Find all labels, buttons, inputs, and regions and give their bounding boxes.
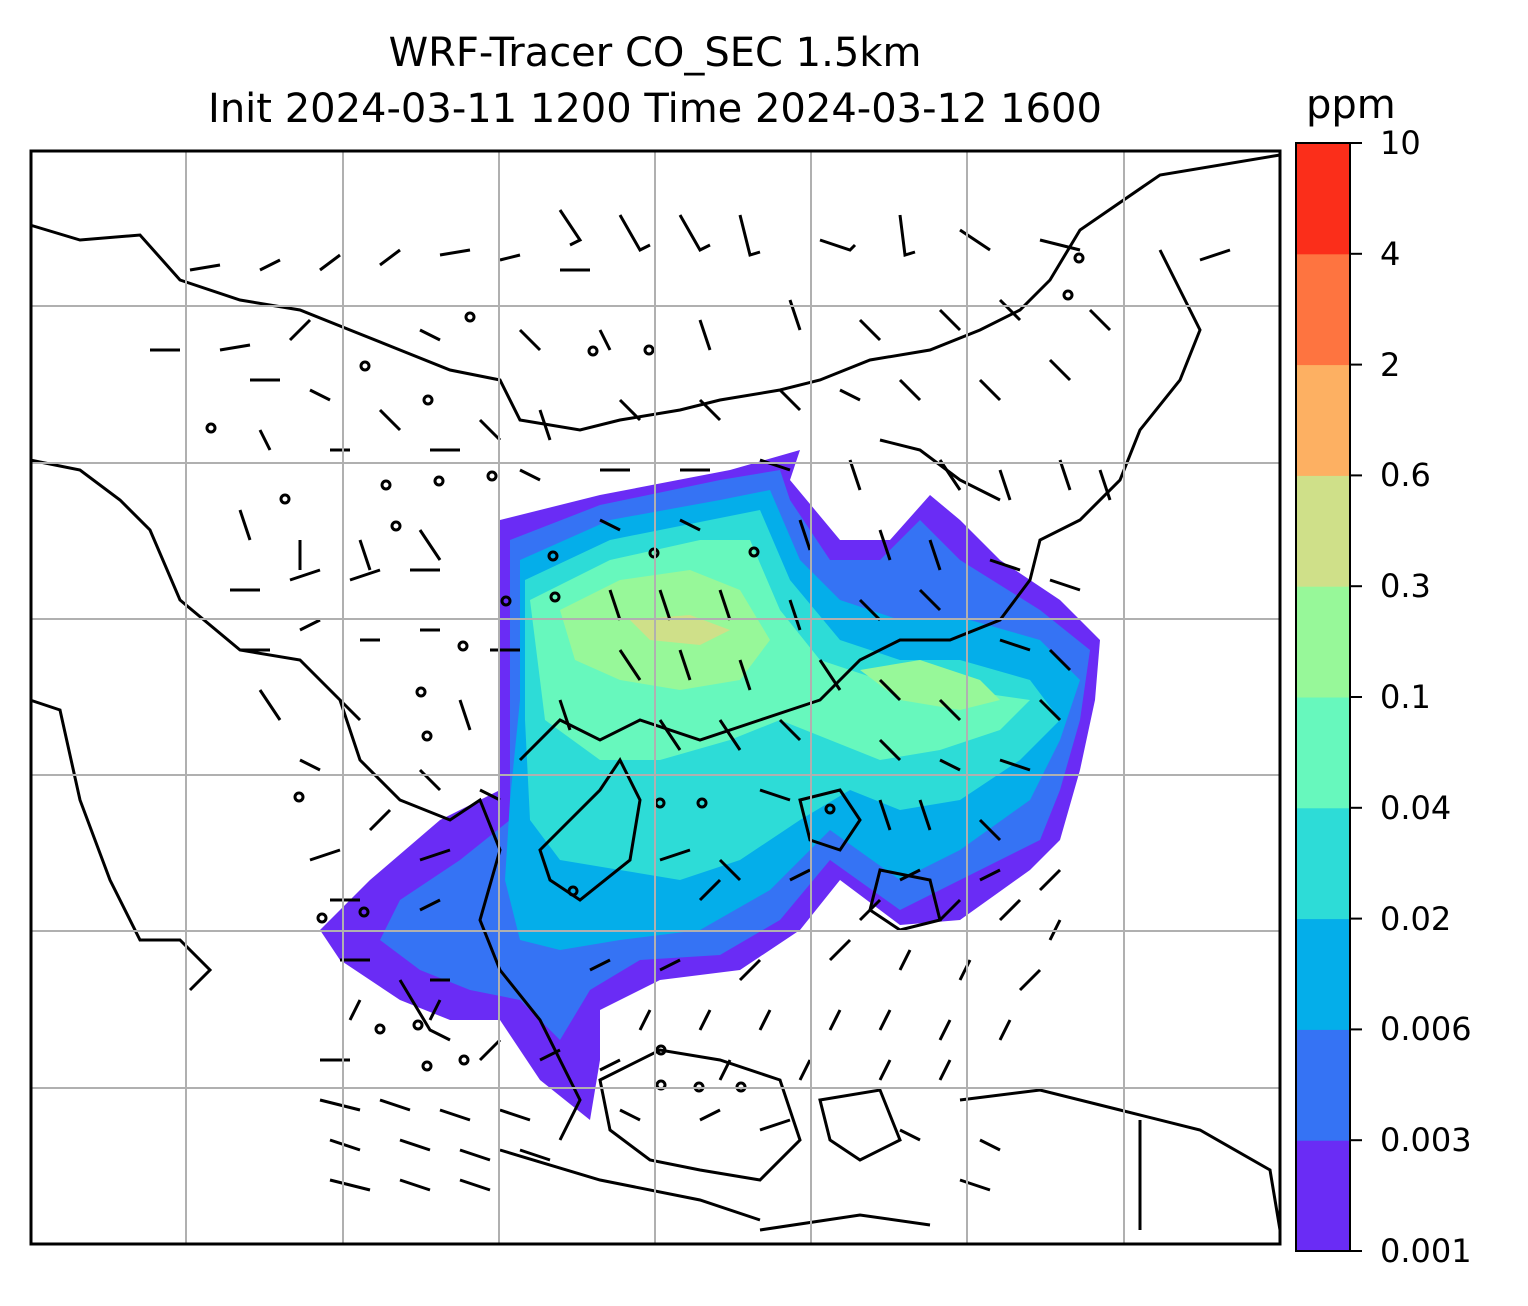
- coastlines: [29, 153, 1282, 1232]
- colorbar-swatch: [1296, 253, 1350, 366]
- colorbar-swatch: [1296, 586, 1350, 698]
- colorbar-tick-label: 0.04: [1380, 788, 1452, 827]
- colorbar-tick-label: 0.3: [1380, 567, 1431, 606]
- colorbar-swatch: [1296, 475, 1350, 587]
- gridlines: [31, 151, 1279, 1244]
- wind-barbs: [150, 209, 1231, 1192]
- colorbar-tick-label: 0.1: [1380, 678, 1431, 716]
- colorbar-swatch: [1296, 1029, 1350, 1141]
- field-7: [860, 660, 1000, 710]
- colorbar-swatch: [1296, 1140, 1350, 1252]
- colorbar-swatch: [1296, 807, 1350, 920]
- plot-title-line1: WRF-Tracer CO_SEC 1.5km: [388, 30, 922, 76]
- colorbar-tick-label: 10: [1380, 124, 1421, 162]
- colorbar-tick-label: 4: [1380, 234, 1401, 273]
- plot-title-line2: Init 2024-03-11 1200 Time 2024-03-12 160…: [208, 86, 1102, 132]
- colorbar-tick-label: 0.003: [1380, 1121, 1472, 1160]
- colorbar-swatch: [1296, 364, 1350, 476]
- colorbar-swatch: [1296, 918, 1350, 1030]
- colorbar-tick-label: 0.006: [1380, 1010, 1472, 1049]
- colorbar-tick-label: 0.02: [1380, 899, 1452, 938]
- map-frame: [29, 149, 1282, 1246]
- colorbar-tick-label: 2: [1380, 345, 1401, 384]
- colorbar-tick-label: 0.6: [1380, 456, 1431, 495]
- colorbar: [1295, 142, 1362, 1252]
- colorbar-unit-label: ppm: [1306, 82, 1396, 128]
- colorbar-swatch: [1296, 697, 1350, 809]
- colorbar-tick-label: 0.001: [1380, 1232, 1472, 1270]
- colorbar-swatch: [1296, 143, 1350, 255]
